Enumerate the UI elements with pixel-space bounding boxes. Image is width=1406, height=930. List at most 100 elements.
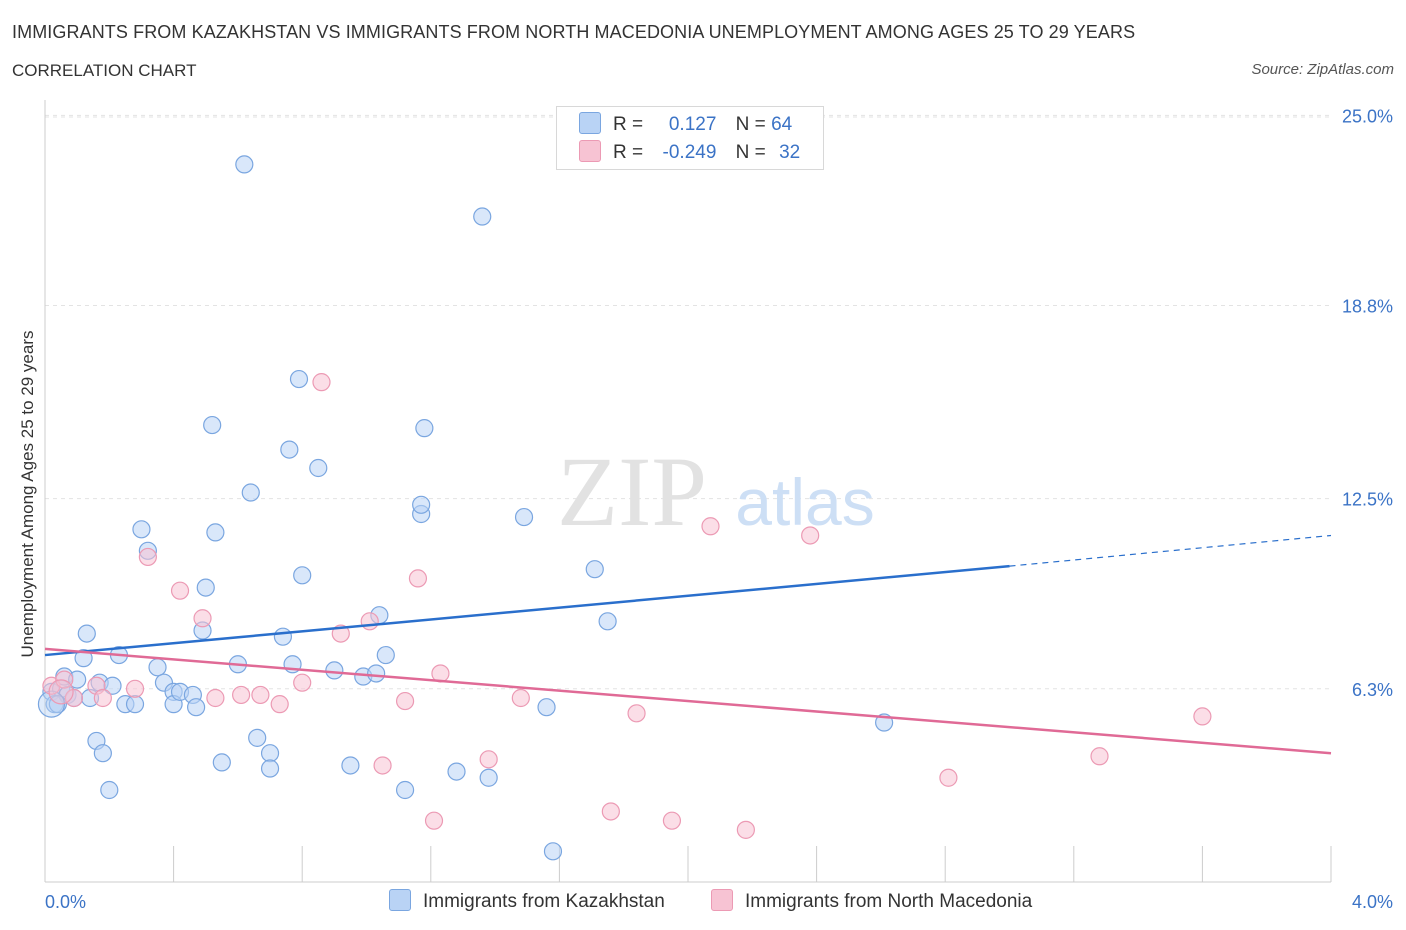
data-point <box>64 688 84 708</box>
data-point <box>55 670 74 689</box>
legend-n-macedonia: 32 <box>779 142 801 163</box>
legend-row-kazakhstan: R = 0.127 N = 64 <box>579 112 792 136</box>
data-point <box>447 762 466 781</box>
bottom-legend-swatch-kazakhstan <box>389 889 411 911</box>
data-point <box>395 691 415 711</box>
data-point <box>1193 707 1212 726</box>
data-point <box>193 609 212 628</box>
y-tick-label: 18.8% <box>1342 296 1393 316</box>
data-point <box>235 155 254 174</box>
data-point <box>260 759 280 778</box>
bottom-legend-label-kazakhstan: Immigrants from Kazakhstan <box>423 891 665 912</box>
y-axis-label: Unemployment Among Ages 25 to 29 years <box>18 331 37 658</box>
legend-r-macedonia: -0.249 <box>662 142 717 163</box>
tick-labels: 6.3% 12.5% 18.8% 25.0% 0.0% 4.0% <box>45 106 1393 912</box>
bottom-legend-kazakhstan[interactable]: Immigrants from Kazakhstan <box>389 889 665 913</box>
data-point <box>187 698 206 717</box>
data-point <box>341 756 360 775</box>
data-point <box>939 768 958 787</box>
data-point <box>280 440 299 459</box>
legend-n-label: N = <box>735 142 766 163</box>
bottom-legend-label-macedonia: Immigrants from North Macedonia <box>745 891 1033 912</box>
data-point <box>212 753 231 772</box>
data-point <box>537 698 556 717</box>
data-point <box>1090 747 1109 766</box>
trend-line-blue <box>44 564 1010 657</box>
legend-r-label: R = <box>613 114 644 135</box>
data-point <box>627 704 646 723</box>
data-point <box>125 679 145 698</box>
legend-r-kazakhstan: 0.127 <box>668 114 717 135</box>
y-tick-label: 6.3% <box>1352 680 1393 700</box>
data-point-large <box>48 679 74 705</box>
data-point <box>473 207 492 226</box>
data-point <box>293 566 312 585</box>
source-label: Source: ZipAtlas.com <box>1251 61 1394 78</box>
legend-n-kazakhstan: 64 <box>771 114 793 135</box>
data-point <box>662 811 682 830</box>
watermark: ZIP atlas <box>557 436 875 547</box>
y-tick-label: 25.0% <box>1342 106 1393 126</box>
data-point <box>479 750 498 769</box>
trend-line-extension-blue <box>1009 534 1332 567</box>
data-point <box>598 612 617 631</box>
trend-lines <box>44 534 1332 755</box>
data-point <box>203 415 222 435</box>
chart-subtitle: CORRELATION CHART <box>12 61 197 80</box>
legend-row-macedonia: R = -0.249 N = 32 <box>579 140 800 164</box>
bottom-legend-swatch-macedonia <box>711 889 733 911</box>
data-point <box>293 673 312 692</box>
data-point <box>601 802 620 821</box>
bottom-legend-macedonia[interactable]: Immigrants from North Macedonia <box>711 889 1032 913</box>
data-point <box>543 842 563 861</box>
data-point <box>514 507 534 527</box>
data-point <box>412 495 431 514</box>
data-point <box>100 780 119 800</box>
data-point <box>585 560 604 579</box>
data-point <box>360 612 379 631</box>
legend-swatch-kazakhstan <box>579 112 601 134</box>
data-point <box>170 581 190 600</box>
data-point <box>511 688 530 708</box>
data-point <box>701 517 720 536</box>
y-tick-label: 12.5% <box>1342 490 1393 510</box>
data-point <box>206 523 225 542</box>
data-point <box>138 547 157 567</box>
legend-r-label: R = <box>613 142 644 163</box>
data-point <box>206 688 225 708</box>
data-point <box>395 780 415 800</box>
data-point <box>248 728 267 747</box>
correlation-legend: R = 0.127 N = 64 R = -0.249 N = 32 <box>556 106 824 170</box>
data-point <box>424 811 444 830</box>
data-point <box>367 664 386 683</box>
grid-lines <box>45 114 1331 690</box>
x-tick-label: 0.0% <box>45 892 86 912</box>
data-point <box>479 768 498 787</box>
data-point <box>132 520 151 539</box>
data-point <box>77 624 96 643</box>
data-point <box>376 645 395 665</box>
data-point <box>270 695 289 714</box>
data-point <box>801 526 820 545</box>
data-point <box>93 688 112 708</box>
data-point <box>125 695 145 714</box>
data-point <box>74 649 93 668</box>
data-point <box>241 483 260 502</box>
data-point <box>289 369 309 389</box>
data-point <box>408 569 428 588</box>
data-point <box>736 820 755 839</box>
data-point <box>415 419 434 438</box>
chart-title: IMMIGRANTS FROM KAZAKHSTAN VS IMMIGRANTS… <box>12 22 1136 42</box>
axes <box>44 100 1332 883</box>
data-point <box>273 627 293 646</box>
data-point <box>325 661 344 680</box>
series-macedonia-points <box>42 373 1212 839</box>
watermark-zip: ZIP <box>557 436 707 547</box>
data-point <box>260 744 280 763</box>
data-point <box>373 756 392 775</box>
legend-n-label: N = <box>735 114 766 135</box>
data-point <box>309 458 328 478</box>
data-point <box>148 658 167 677</box>
legend-swatch-macedonia <box>579 140 601 162</box>
